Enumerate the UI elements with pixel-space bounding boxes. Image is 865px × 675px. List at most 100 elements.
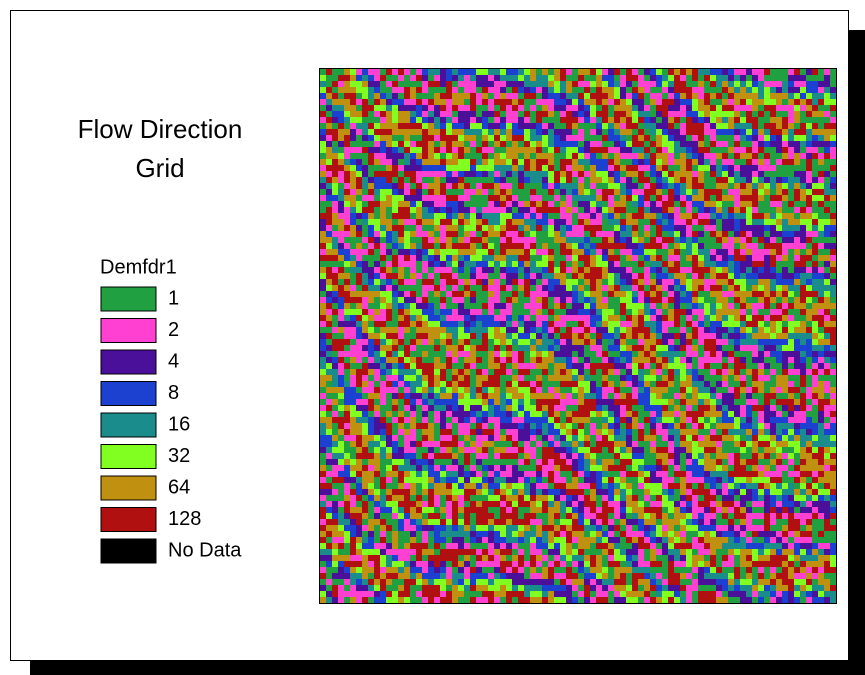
- raster-cell: [686, 159, 692, 165]
- raster-cell: [794, 315, 800, 321]
- raster-cell: [440, 255, 446, 261]
- raster-cell: [500, 207, 506, 213]
- raster-cell: [626, 213, 632, 219]
- raster-cell: [344, 399, 350, 405]
- raster-cell: [740, 99, 746, 105]
- raster-cell: [830, 75, 836, 81]
- raster-cell: [578, 207, 584, 213]
- raster-cell: [830, 393, 836, 399]
- raster-cell: [566, 141, 572, 147]
- legend-label: 32: [168, 445, 190, 467]
- raster-cell: [656, 321, 662, 327]
- raster-cell: [734, 171, 740, 177]
- raster-cell: [638, 375, 644, 381]
- raster-cell: [374, 129, 380, 135]
- raster-cell: [698, 279, 704, 285]
- raster-cell: [686, 315, 692, 321]
- raster-cell: [746, 369, 752, 375]
- raster-cell: [524, 99, 530, 105]
- raster-cell: [590, 249, 596, 255]
- raster-cell: [704, 249, 710, 255]
- raster-cell: [338, 153, 344, 159]
- raster-cell: [512, 333, 518, 339]
- raster-cell: [728, 345, 734, 351]
- raster-cell: [746, 201, 752, 207]
- raster-cell: [650, 363, 656, 369]
- raster-cell: [776, 111, 782, 117]
- raster-cell: [356, 87, 362, 93]
- raster-cell: [824, 219, 830, 225]
- raster-cell: [608, 129, 614, 135]
- raster-cell: [494, 267, 500, 273]
- raster-cell: [326, 267, 332, 273]
- raster-cell: [812, 93, 818, 99]
- raster-cell: [596, 327, 602, 333]
- raster-cell: [608, 147, 614, 153]
- raster-cell: [344, 255, 350, 261]
- raster-cell: [782, 333, 788, 339]
- raster-cell: [350, 333, 356, 339]
- legend-swatch: [101, 476, 156, 500]
- raster-cell: [338, 369, 344, 375]
- raster-cell: [362, 69, 368, 75]
- raster-cell: [830, 345, 836, 351]
- raster-cell: [758, 219, 764, 225]
- raster-cell: [686, 405, 692, 411]
- raster-cell: [566, 171, 572, 177]
- raster-cell: [614, 159, 620, 165]
- raster-cell: [650, 231, 656, 237]
- raster-cell: [776, 225, 782, 231]
- raster-cell: [476, 177, 482, 183]
- raster-cell: [722, 309, 728, 315]
- raster-cell: [512, 249, 518, 255]
- raster-cell: [374, 219, 380, 225]
- raster-cell: [560, 339, 566, 345]
- raster-cell: [722, 195, 728, 201]
- raster-cell: [818, 147, 824, 153]
- raster-cell: [728, 171, 734, 177]
- raster-cell: [548, 207, 554, 213]
- raster-cell: [524, 159, 530, 165]
- raster-cell: [734, 285, 740, 291]
- raster-cell: [668, 135, 674, 141]
- raster-cell: [758, 81, 764, 87]
- raster-cell: [608, 213, 614, 219]
- raster-cell: [656, 201, 662, 207]
- raster-cell: [764, 135, 770, 141]
- raster-cell: [824, 165, 830, 171]
- raster-cell: [362, 93, 368, 99]
- raster-cell: [800, 93, 806, 99]
- raster-cell: [482, 369, 488, 375]
- raster-cell: [746, 213, 752, 219]
- raster-cell: [560, 75, 566, 81]
- raster-cell: [350, 285, 356, 291]
- raster-cell: [590, 189, 596, 195]
- raster-cell: [512, 369, 518, 375]
- raster-cell: [674, 303, 680, 309]
- raster-cell: [344, 111, 350, 117]
- raster-cell: [692, 237, 698, 243]
- raster-cell: [530, 237, 536, 243]
- raster-cell: [656, 333, 662, 339]
- raster-cell: [752, 165, 758, 171]
- raster-cell: [734, 345, 740, 351]
- raster-cell: [650, 291, 656, 297]
- raster-cell: [500, 231, 506, 237]
- raster-cell: [506, 309, 512, 315]
- raster-cell: [608, 411, 614, 417]
- raster-cell: [416, 285, 422, 291]
- raster-cell: [548, 315, 554, 321]
- raster-cell: [434, 405, 440, 411]
- raster-cell: [704, 129, 710, 135]
- raster-cell: [626, 369, 632, 375]
- raster-cell: [794, 309, 800, 315]
- raster-cell: [632, 267, 638, 273]
- raster-cell: [512, 279, 518, 285]
- raster-cell: [764, 267, 770, 273]
- raster-cell: [398, 165, 404, 171]
- raster-cell: [446, 291, 452, 297]
- raster-cell: [680, 333, 686, 339]
- raster-cell: [722, 327, 728, 333]
- raster-cell: [494, 249, 500, 255]
- raster-cell: [650, 171, 656, 177]
